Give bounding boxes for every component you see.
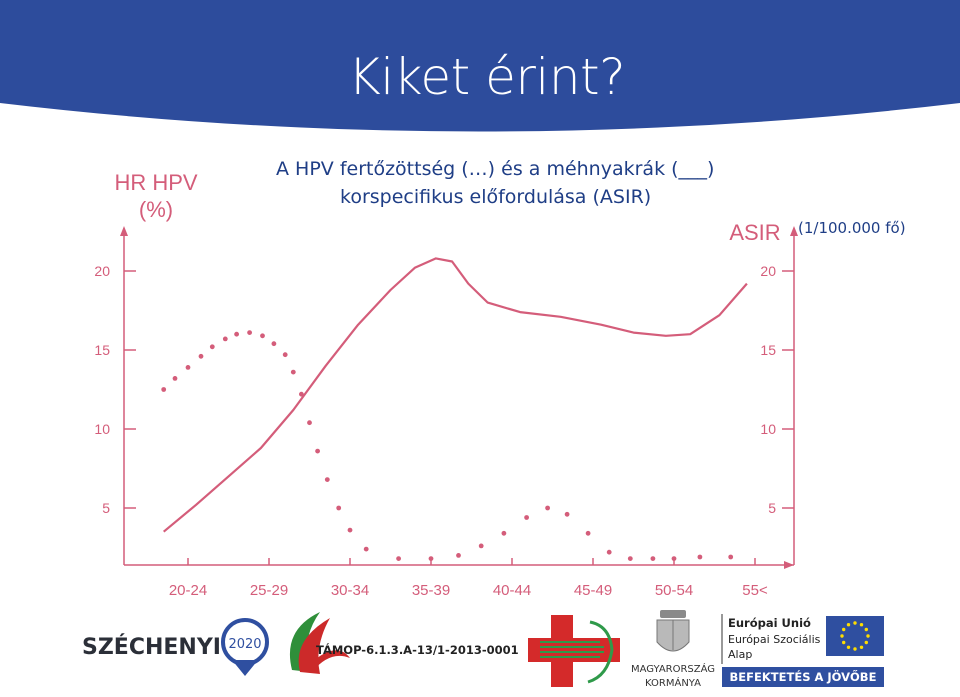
hpv-data-point [478,543,484,549]
eu-line1: Európai Unió [728,616,811,630]
eu-star-icon [846,623,851,627]
x-tick-label: 40-44 [493,582,531,599]
coat-of-arms-icon [656,610,690,652]
hpv-data-point [585,530,591,536]
eu-star-icon [842,627,846,632]
header-band [0,0,960,132]
left-axis-arrow-icon [120,226,128,236]
right-tick-label: 5 [768,500,776,516]
x-axis-arrow-icon [784,561,794,569]
eu-star-icon [853,647,857,651]
series-layer [161,257,748,561]
hpv-data-point [209,344,215,350]
x-tick-label: 25-29 [250,582,288,599]
gov-line1: MAGYARORSZÁG [631,662,715,675]
gov-line2: KORMÁNYA [645,676,701,689]
hpv-data-point [324,477,330,482]
eu-banner [722,667,884,687]
x-tick-label: 35-39 [412,582,450,599]
eu-star-icon [859,623,864,627]
eu-banner-text: BEFEKTETÉS A JÖVŐBE [730,669,877,684]
eu-star-icon [846,645,851,649]
hpv-data-point [347,527,353,533]
eu-flag-icon [826,616,884,656]
hpv-data-point [428,556,434,561]
hpv-data-point [650,556,656,561]
hpv-data-point [456,553,461,558]
hpv-data-point [247,330,253,335]
right-axis-label: ASIR [729,220,780,245]
x-tick-label: 30-34 [331,582,369,599]
hpv-data-point [564,511,570,517]
hpv-data-point [671,556,677,561]
szechenyi-year: 2020 [228,637,261,652]
hpv-data-point [627,556,633,561]
left-tick-label: 5 [102,500,110,516]
eu-star-icon [853,621,857,625]
hpv-data-point [260,333,265,339]
slide-title: Kiket érint? [348,48,626,106]
x-tick-label: 20-24 [169,582,207,599]
left-axis-label-line1: HR HPV [114,170,197,195]
x-tick-label: 45-49 [574,582,612,599]
szechenyi-2020-pin-icon: 2020 [221,618,269,676]
left-axis-label-line2: (%) [139,197,173,222]
hpv-data-point [363,546,369,552]
tamop-code: TÁMOP-6.1.3.A-13/1-2013-0001 [316,642,519,657]
hpv-data-point [161,387,167,392]
right-axis-arrow-icon [790,226,798,236]
eu-star-icon [859,645,864,649]
hpv-data-point [697,554,703,560]
unit-note: (1/100.000 fő) [798,219,906,237]
left-tick-label: 10 [94,421,110,437]
chart-title-line1: A HPV fertőzöttség (…) és a méhnyakrák (… [276,158,715,180]
eu-line2: Európai Szociális [728,633,821,646]
hpv-data-point [290,369,296,375]
hpv-data-point [271,341,277,347]
asir-line [162,257,748,533]
eu-line3: Alap [728,648,752,661]
hpv-data-point [299,391,304,397]
hpv-data-point [198,353,204,359]
hpv-data-point [222,336,228,342]
axes [120,226,798,569]
chart: HR HPV (%) ASIR 5 5 10 10 15 15 20 20 20-24 25-29… [94,170,798,599]
hpv-data-point [282,352,288,358]
eu-star-icon [842,640,846,645]
szechenyi-logo-text: SZÉCHENYI [82,634,221,660]
hpv-data-point [501,530,507,536]
right-tick-label: 10 [760,421,776,437]
eu-star-icon [864,640,868,645]
hpv-data-point [172,376,178,381]
tamop-ribbon-icon [289,612,350,674]
left-tick-label: 15 [94,342,110,358]
hpv-data-point [396,556,401,561]
hpv-data-point [545,505,550,511]
hpv-data-point [315,448,320,454]
logos-bar: SZÉCHENYI 2020 TÁMOP-6.1.3.A-13/1-2013-0… [82,610,884,689]
chart-title-line2: korspecifikus előfordulása (ASIR) [340,186,652,208]
eu-star-icon [866,634,870,638]
tick-labels: 5 5 10 10 15 15 20 20 20-24 25-29 30-34 35-39 40-44 4… [94,263,776,599]
eu-star-icon [864,627,868,632]
health-cross-icon [528,615,620,687]
hpv-data-point [524,515,529,520]
right-tick-label: 15 [760,342,776,358]
hpv-data-point [336,505,342,511]
eu-star-icon [840,634,844,638]
x-tick-label: 50-54 [655,582,693,599]
hpv-data-point [307,420,312,426]
hpv-data-point [234,331,240,337]
hpv-data-point [606,549,612,555]
hpv-data-point [185,365,191,370]
left-tick-label: 20 [94,263,110,279]
x-tick-label: 55< [742,582,768,599]
hpv-data-point [728,554,734,560]
right-tick-label: 20 [760,263,776,279]
